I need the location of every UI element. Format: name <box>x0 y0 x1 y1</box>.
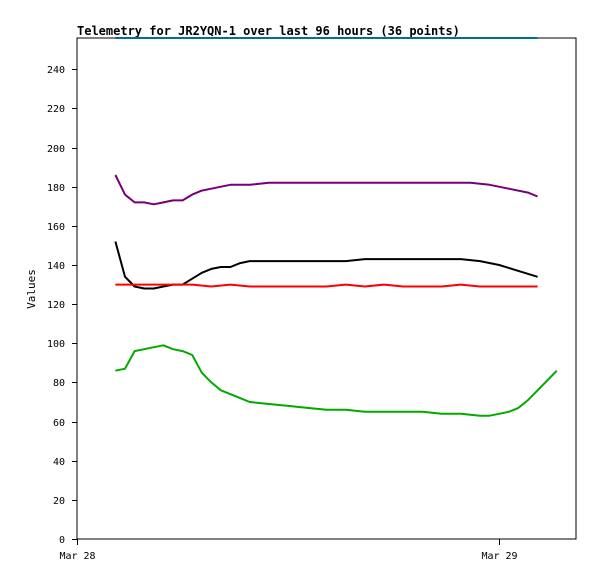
y-tick-label: 200 <box>47 144 65 155</box>
y-axis-label: Values <box>25 269 38 309</box>
x-tick-label: Mar 28 <box>59 551 95 562</box>
y-tick-label: 60 <box>53 418 65 429</box>
x-tick-label: Mar 29 <box>481 551 517 562</box>
series-line-2 <box>114 174 538 206</box>
y-tick-label: 140 <box>47 261 65 272</box>
y-tick-label: 80 <box>53 378 65 389</box>
y-tick-label: 160 <box>47 222 65 233</box>
series-line-3 <box>114 241 538 290</box>
series-lines <box>114 37 558 417</box>
y-tick-label: 240 <box>47 65 65 76</box>
y-tick-label: 120 <box>47 300 65 311</box>
series-line-5 <box>115 344 558 417</box>
y-tick-label: 20 <box>53 496 65 507</box>
chart-title: Telemetry for JR2YQN-1 over last 96 hour… <box>77 24 460 38</box>
y-tick-label: 180 <box>47 183 65 194</box>
y-tick-label: 100 <box>47 339 65 350</box>
y-tick-label: 0 <box>59 535 65 546</box>
series-line-4 <box>115 283 538 288</box>
y-tick-label: 220 <box>47 104 65 115</box>
y-tick-label: 40 <box>53 457 65 468</box>
y-axis: 0 20 40 60 80 100 120 140 160 180 200 220 240 <box>47 65 77 546</box>
x-axis: Mar 28 Mar 29 <box>59 539 518 562</box>
